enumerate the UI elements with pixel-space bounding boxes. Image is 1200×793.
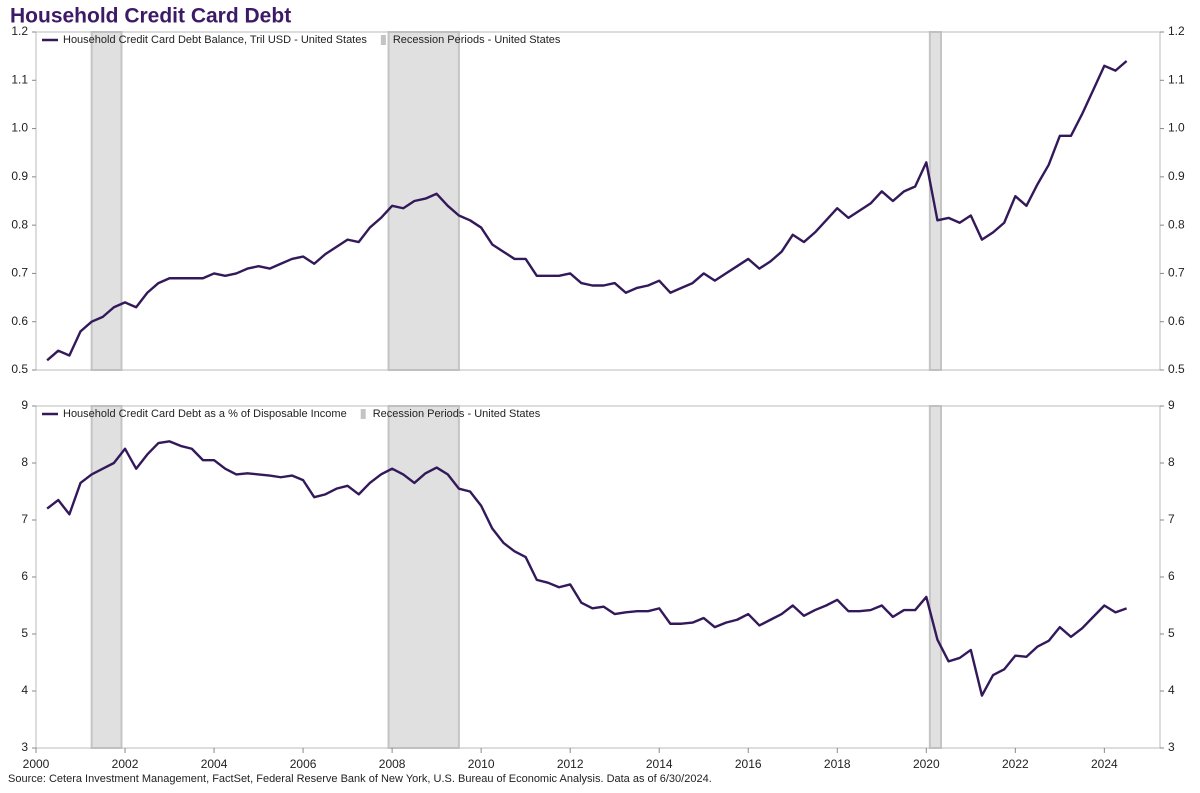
series-line	[46, 440, 1128, 697]
y2-tick-label: 4	[1168, 683, 1175, 697]
recession-band	[90, 405, 123, 749]
x-tick-label: 2020	[913, 757, 940, 771]
x-tick-label: 2000	[23, 757, 50, 771]
x-tick-label: 2006	[290, 757, 317, 771]
y2-tick-label: 5	[1168, 626, 1175, 640]
x-tick-label: 2008	[379, 757, 406, 771]
y2-tick-label: 6	[1168, 569, 1175, 583]
plot-frame	[35, 31, 1161, 371]
recession-band	[928, 405, 942, 749]
legend-swatch	[360, 409, 366, 419]
y-tick-label: 0.6	[11, 314, 28, 328]
x-tick-label: 2002	[112, 757, 139, 771]
y2-tick-label: 0.9	[1168, 169, 1185, 183]
y-tick-label: 7	[21, 512, 28, 526]
y-tick-label: 5	[21, 626, 28, 640]
source-note: Source: Cetera Investment Management, Fa…	[8, 773, 712, 785]
plot-frame	[35, 405, 1161, 749]
y-tick-label: 0.5	[11, 362, 28, 376]
x-tick-label: 2014	[646, 757, 673, 771]
y2-tick-label: 7	[1168, 512, 1175, 526]
x-tick-label: 2004	[201, 757, 228, 771]
legend-label: Household Credit Card Debt Balance, Tril…	[63, 34, 367, 46]
y2-tick-label: 0.6	[1168, 314, 1185, 328]
y2-tick-label: 1.0	[1168, 121, 1185, 135]
x-tick-label: 2024	[1091, 757, 1118, 771]
y-tick-label: 0.9	[11, 169, 28, 183]
legend-label: Recession Periods - United States	[393, 34, 561, 46]
y2-tick-label: 0.5	[1168, 362, 1185, 376]
recession-band	[928, 31, 942, 371]
x-tick-label: 2012	[557, 757, 584, 771]
y-tick-label: 6	[21, 569, 28, 583]
y2-tick-label: 1.2	[1168, 24, 1185, 38]
y-tick-label: 0.8	[11, 217, 28, 231]
y-tick-label: 0.7	[11, 266, 28, 280]
y-tick-label: 8	[21, 455, 28, 469]
y2-tick-label: 3	[1168, 740, 1175, 754]
y-tick-label: 4	[21, 683, 28, 697]
y-tick-label: 1.2	[11, 24, 28, 38]
legend-label: Recession Periods - United States	[373, 408, 541, 420]
recession-band	[387, 405, 460, 749]
x-tick-label: 2018	[824, 757, 851, 771]
series-line	[46, 60, 1128, 362]
x-tick-label: 2022	[1002, 757, 1029, 771]
y-tick-label: 1.0	[11, 121, 28, 135]
y2-tick-label: 0.7	[1168, 266, 1185, 280]
y2-tick-label: 9	[1168, 398, 1175, 412]
y2-tick-label: 8	[1168, 455, 1175, 469]
x-tick-label: 2016	[735, 757, 762, 771]
page-title: Household Credit Card Debt	[10, 5, 291, 28]
y2-tick-label: 0.8	[1168, 217, 1185, 231]
y-tick-label: 9	[21, 398, 28, 412]
legend-swatch	[380, 35, 386, 45]
y2-tick-label: 1.1	[1168, 72, 1185, 86]
recession-band	[387, 31, 460, 371]
y-tick-label: 1.1	[11, 72, 28, 86]
x-tick-label: 2010	[468, 757, 495, 771]
legend-label: Household Credit Card Debt as a % of Dis…	[63, 408, 347, 420]
y-tick-label: 3	[21, 740, 28, 754]
